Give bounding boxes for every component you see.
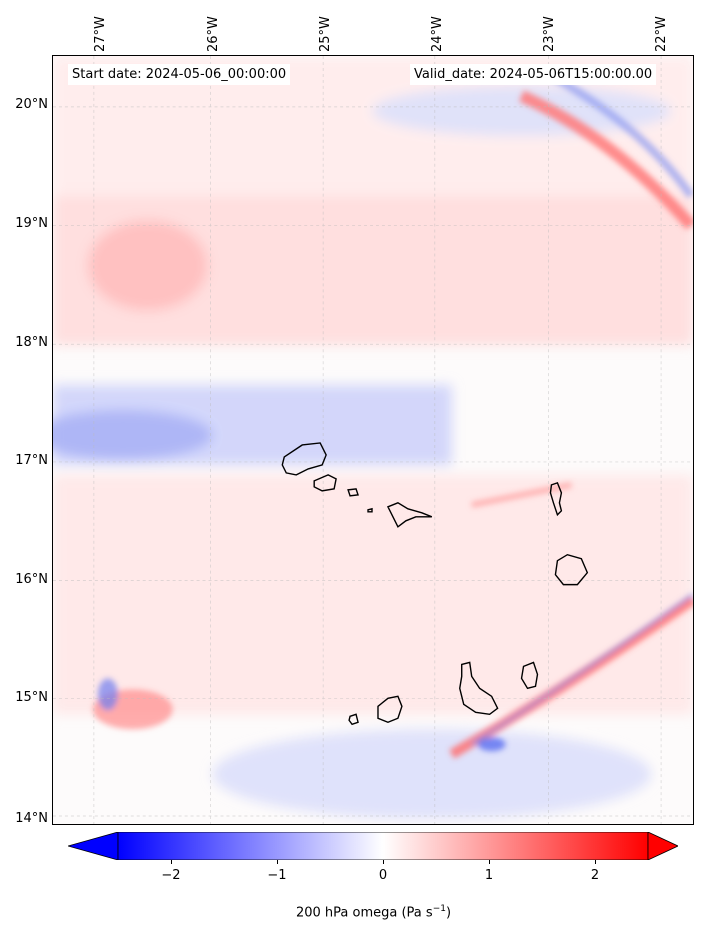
colorbar-tick-mark	[276, 860, 278, 864]
colorbar-tick-label: 1	[484, 868, 494, 883]
weak-negative-east-top	[372, 85, 672, 136]
island-santa-luzia	[347, 488, 359, 497]
latitude-label: 14°N	[15, 811, 48, 826]
gridlines	[53, 56, 693, 824]
colorbar-extend-min	[68, 832, 119, 860]
latitude-label: 18°N	[15, 335, 48, 350]
latitude-label: 20°N	[15, 97, 48, 112]
colorbar	[68, 832, 678, 860]
omega-field-map	[53, 56, 693, 824]
longitude-label: 24°W	[430, 16, 445, 52]
negative-jet-streak-ne	[549, 72, 693, 198]
colorbar-tick-label: −2	[161, 868, 181, 883]
colorbar-tick-mark	[488, 860, 490, 864]
island-fogo	[377, 695, 403, 724]
positive-core-west	[87, 220, 208, 311]
latitude-label: 17°N	[15, 453, 48, 468]
island-sao-nicolau	[386, 502, 433, 528]
island-santiago	[459, 661, 499, 716]
wave-packet-sw-neg	[97, 678, 118, 711]
colorbar-tick-mark	[382, 860, 384, 864]
longitude-label: 25°W	[318, 16, 333, 52]
start-date-label: Start date: 2024-05-06_00:00:00	[68, 64, 291, 85]
latitude-label: 19°N	[15, 216, 48, 231]
positive-filament-east	[471, 481, 572, 508]
colorbar-tick-label: 0	[378, 868, 388, 883]
colorbar-tick-mark	[170, 860, 172, 864]
island-maio	[520, 661, 539, 690]
island-santo-antao	[281, 442, 327, 476]
weak-negative-south	[212, 729, 652, 820]
island-sao-vicente	[313, 474, 337, 492]
negative-band-core	[53, 410, 213, 460]
longitude-label: 27°W	[93, 16, 108, 52]
weak-positive-central	[53, 474, 693, 715]
longitude-label: 26°W	[206, 16, 221, 52]
valid-date-label: Valid_date: 2024-05-06T15:00:00.00	[410, 64, 657, 85]
longitude-label: 23°W	[542, 16, 557, 52]
island-sal	[549, 482, 563, 517]
positive-jet-streak-ne	[519, 90, 693, 230]
colorbar-body	[117, 832, 649, 860]
latitude-label: 15°N	[15, 690, 48, 705]
coastlines	[281, 442, 589, 726]
colorbar-extend-max	[647, 832, 678, 860]
longitude-label: 22°W	[654, 16, 669, 52]
island-raso	[367, 507, 373, 513]
island-brava	[348, 713, 359, 726]
negative-cell-se	[477, 737, 506, 752]
map-panel	[52, 55, 694, 825]
omega-filaments	[92, 72, 693, 759]
island-boa-vista	[554, 553, 589, 586]
colorbar-title: 200 hPa omega (Pa s−1)	[295, 904, 452, 921]
colorbar-tick-label: 2	[590, 868, 600, 883]
negative-wave-se	[470, 592, 693, 746]
latitude-label: 16°N	[15, 572, 48, 587]
colorbar-tick-label: −1	[267, 868, 287, 883]
colorbar-tick-mark	[594, 860, 596, 864]
